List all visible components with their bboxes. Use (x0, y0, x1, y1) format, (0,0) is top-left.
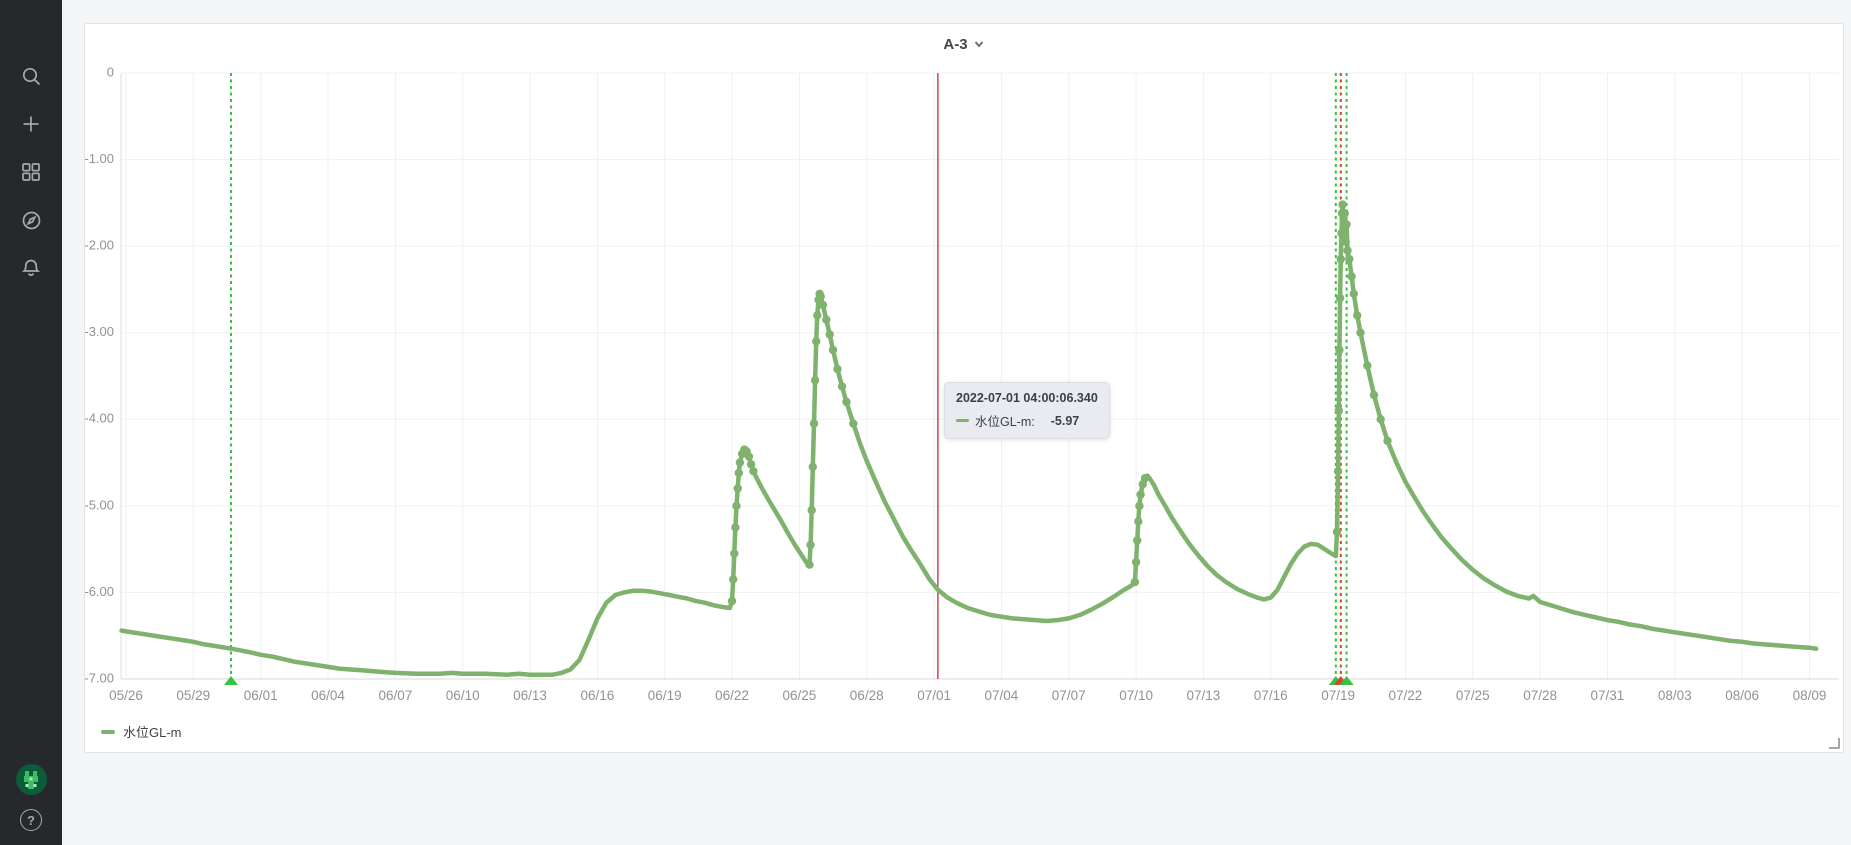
search-icon[interactable] (0, 52, 62, 100)
svg-text:05/26: 05/26 (109, 688, 143, 703)
alerting-icon[interactable] (0, 244, 62, 292)
svg-text:07/28: 07/28 (1523, 688, 1557, 703)
svg-text:07/10: 07/10 (1119, 688, 1153, 703)
svg-text:07/01: 07/01 (917, 688, 951, 703)
add-icon[interactable] (0, 100, 62, 148)
sidebar: ? (0, 0, 62, 845)
panel-resize-handle[interactable] (1829, 738, 1840, 749)
panel-title-dropdown[interactable]: A-3 (85, 30, 1843, 58)
svg-text:-6.00: -6.00 (85, 584, 114, 599)
svg-text:08/03: 08/03 (1658, 688, 1692, 703)
svg-text:07/19: 07/19 (1321, 688, 1355, 703)
svg-text:07/13: 07/13 (1187, 688, 1221, 703)
svg-text:-4.00: -4.00 (85, 411, 114, 426)
svg-text:-5.00: -5.00 (85, 497, 114, 512)
svg-text:06/10: 06/10 (446, 688, 480, 703)
svg-text:07/07: 07/07 (1052, 688, 1086, 703)
svg-text:08/06: 08/06 (1725, 688, 1759, 703)
svg-text:07/16: 07/16 (1254, 688, 1288, 703)
timeseries-plot[interactable]: 0 -1.00 -2.00 -3.00 -4.00 -5.00 -6.00 -7.00 05/2… (85, 24, 1845, 754)
svg-text:05/29: 05/29 (176, 688, 210, 703)
svg-text:06/19: 06/19 (648, 688, 682, 703)
svg-text:06/01: 06/01 (244, 688, 278, 703)
legend: 水位GL-m (101, 722, 182, 741)
series-swatch (101, 729, 115, 734)
user-avatar[interactable] (15, 764, 47, 795)
svg-text:06/16: 06/16 (581, 688, 615, 703)
explore-icon[interactable] (0, 196, 62, 244)
help-icon[interactable]: ? (20, 809, 42, 831)
panel-title: A-3 (943, 35, 968, 53)
svg-text:06/22: 06/22 (715, 688, 749, 703)
svg-text:07/04: 07/04 (985, 688, 1019, 703)
svg-text:06/28: 06/28 (850, 688, 884, 703)
svg-text:06/13: 06/13 (513, 688, 547, 703)
legend-item[interactable]: 水位GL-m (101, 722, 182, 741)
svg-text:08/09: 08/09 (1793, 688, 1827, 703)
svg-text:06/25: 06/25 (783, 688, 817, 703)
svg-text:07/31: 07/31 (1591, 688, 1625, 703)
svg-text:-1.00: -1.00 (85, 151, 114, 166)
chart-panel: A-3 0 -1.00 -2.00 -3.00 -4.00 -5.00 -6.00 -7.00… (84, 23, 1844, 753)
svg-text:-3.00: -3.00 (85, 324, 114, 339)
svg-text:07/22: 07/22 (1389, 688, 1423, 703)
svg-text:-2.00: -2.00 (85, 238, 114, 253)
chevron-down-icon (974, 41, 983, 48)
svg-text:-7.00: -7.00 (85, 670, 114, 685)
svg-text:06/07: 06/07 (379, 688, 413, 703)
svg-text:0: 0 (107, 64, 114, 79)
dashboards-icon[interactable] (0, 148, 62, 196)
svg-text:06/04: 06/04 (311, 688, 345, 703)
legend-label: 水位GL-m (123, 725, 182, 740)
svg-text:07/25: 07/25 (1456, 688, 1490, 703)
